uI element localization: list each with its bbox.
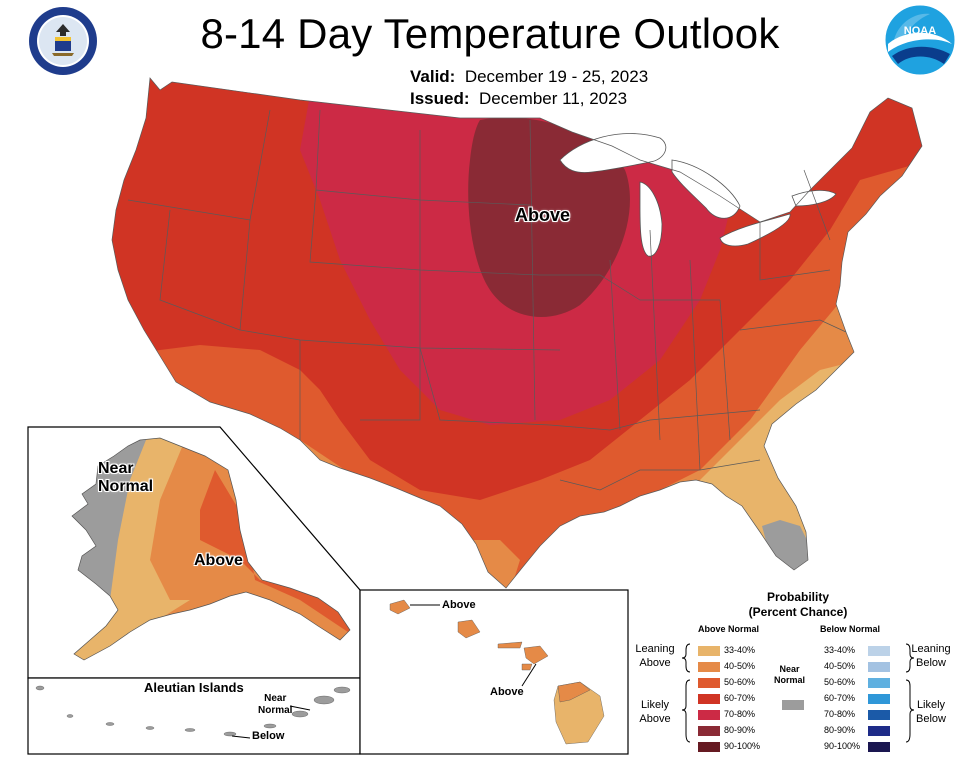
probability-legend: Probability (Percent Chance) Above Norma… xyxy=(628,590,976,756)
valid-label: Valid: xyxy=(410,67,456,86)
above-bin-label: 90-100% xyxy=(724,741,761,751)
near-normal-swatch xyxy=(782,700,804,710)
above-bin-label: 33-40% xyxy=(724,645,756,655)
likely-above-word-1: Likely xyxy=(640,699,670,711)
hawaii-above-label-2: Above xyxy=(490,686,524,698)
leaning-below-label: Leaning Below xyxy=(906,642,956,670)
below-bin-swatch xyxy=(868,694,890,704)
above-bin-label: 70-80% xyxy=(724,709,756,719)
lake-superior xyxy=(559,133,667,173)
valid-value: December 19 - 25, 2023 xyxy=(464,67,649,86)
likely-below-label: Likely Below xyxy=(906,698,956,726)
above-bin-swatch xyxy=(698,646,720,656)
alaska-near-label: Near Normal xyxy=(98,460,153,496)
leaning-above-word-2: Above xyxy=(639,657,671,669)
aleutian-near-word: Near xyxy=(264,693,287,704)
lake-ontario xyxy=(791,190,837,207)
below-normal-header: Below Normal xyxy=(820,624,881,634)
hawaii-above-label-1: Above xyxy=(442,599,476,611)
below-bin-swatch xyxy=(868,662,890,672)
below-bin-swatch xyxy=(868,726,890,736)
below-bin-label: 70-80% xyxy=(824,709,856,719)
commerce-seal-icon xyxy=(29,7,97,75)
near-word: Near xyxy=(779,664,800,674)
below-bin-label: 40-50% xyxy=(824,661,856,671)
lake-erie xyxy=(719,213,791,247)
alaska-normal-word: Normal xyxy=(98,478,154,495)
above-bin-label: 40-50% xyxy=(724,661,756,671)
below-bin-label: 60-70% xyxy=(824,693,856,703)
aleutian-islands xyxy=(35,685,351,737)
below-bin-label: 80-90% xyxy=(824,725,856,735)
noaa-logo-icon: NOAA xyxy=(884,4,956,76)
above-bin-label: 60-70% xyxy=(724,693,756,703)
state-boundaries xyxy=(111,77,923,589)
above-bin-label: 80-90% xyxy=(724,725,756,735)
above-bin-label: 50-60% xyxy=(724,677,756,687)
aleutian-normal-word: Normal xyxy=(258,705,293,716)
above-bin-swatch xyxy=(698,726,720,736)
below-bin-swatch xyxy=(868,742,890,752)
issued-value: December 11, 2023 xyxy=(478,89,628,108)
legend-brackets xyxy=(681,643,915,743)
leaning-below-word-2: Below xyxy=(916,657,946,669)
aleutian-title: Aleutian Islands xyxy=(144,680,244,695)
above-normal-header: Above Normal xyxy=(698,624,760,634)
above-bin-swatch xyxy=(698,742,720,752)
above-bin-swatch xyxy=(698,694,720,704)
aleutian-below-label: Below xyxy=(252,730,285,742)
aleutian-near-label: Near Normal xyxy=(258,693,292,717)
leaning-above-label: Leaning Above xyxy=(630,642,680,670)
svg-text:NOAA: NOAA xyxy=(904,25,936,37)
hawaii-islands xyxy=(389,599,605,745)
likely-above-word-2: Above xyxy=(639,713,671,725)
below-bin-label: 50-60% xyxy=(824,677,856,687)
alaska-above-label: Above xyxy=(194,552,243,569)
above-bin-swatch xyxy=(698,678,720,688)
normal-word: Normal xyxy=(774,675,806,685)
likely-above-label: Likely Above xyxy=(630,698,680,726)
near-normal-label: Near Normal xyxy=(774,664,805,686)
legend-title: Probability (Percent Chance) xyxy=(680,590,916,620)
above-bin-swatch xyxy=(698,662,720,672)
date-block: Valid: December 19 - 25, 2023 Issued: De… xyxy=(410,66,648,110)
issued-label: Issued: xyxy=(410,89,470,108)
below-bin-swatch xyxy=(868,646,890,656)
conus-above-label: Above xyxy=(515,205,571,225)
below-bin-label: 90-100% xyxy=(824,741,861,751)
legend-title-line-2: (Percent Chance) xyxy=(748,605,848,619)
lake-michigan xyxy=(639,181,663,257)
leaning-below-word-1: Leaning xyxy=(911,643,951,655)
lake-huron xyxy=(671,159,741,219)
below-bin-swatch xyxy=(868,710,890,720)
leaning-above-word-1: Leaning xyxy=(635,643,675,655)
alaska-near-word: Near xyxy=(98,460,134,477)
legend-title-line-1: Probability xyxy=(766,590,829,604)
below-bin-label: 33-40% xyxy=(824,645,856,655)
likely-below-word-1: Likely xyxy=(916,699,946,711)
below-bin-swatch xyxy=(868,678,890,688)
likely-below-word-2: Below xyxy=(916,713,946,725)
above-bin-swatch xyxy=(698,710,720,720)
map-title: 8-14 Day Temperature Outlook xyxy=(200,10,780,57)
